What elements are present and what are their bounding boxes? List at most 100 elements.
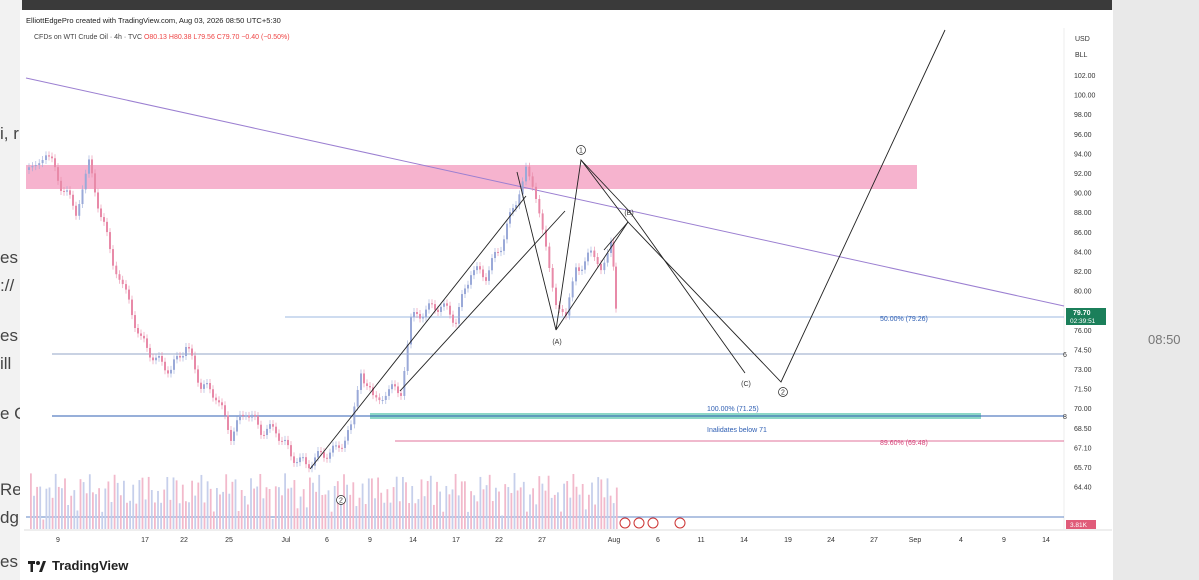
candle-body xyxy=(470,275,472,285)
candle-body xyxy=(446,303,448,306)
volume-bar xyxy=(467,511,469,529)
candle-body xyxy=(149,347,151,358)
candle-body xyxy=(512,207,514,213)
volume-bar xyxy=(336,481,339,529)
volume-bar xyxy=(135,503,138,529)
volume-bar xyxy=(318,474,321,529)
candle-body xyxy=(215,397,217,401)
bg-fragment: dg xyxy=(0,508,19,527)
candle-body xyxy=(491,258,493,271)
volume-bar xyxy=(278,487,280,529)
volume-bar xyxy=(436,481,438,529)
candle-body xyxy=(452,314,454,323)
volume-bar xyxy=(606,478,609,529)
volume-bar xyxy=(395,476,398,529)
volume-bar xyxy=(588,494,590,529)
candle-body xyxy=(394,384,396,387)
candle-body xyxy=(479,266,481,270)
volume-bar xyxy=(157,490,159,529)
time-tick-label: 25 xyxy=(225,537,233,544)
candle-body xyxy=(615,266,617,309)
candle-body xyxy=(48,155,50,157)
price-tick-label: 73.00 xyxy=(1074,367,1092,374)
candle-body xyxy=(578,267,580,271)
volume-bar xyxy=(150,490,153,529)
volume-bar xyxy=(42,519,45,529)
volume-bar xyxy=(504,484,507,529)
volume-bar xyxy=(324,494,327,529)
candle-body xyxy=(200,382,202,389)
volume-bar xyxy=(113,474,116,529)
bg-fragment: e C xyxy=(0,404,27,423)
volume-bar xyxy=(212,511,215,529)
volume-bar xyxy=(61,488,63,529)
volume-bar xyxy=(386,489,389,529)
candle-body xyxy=(260,424,262,435)
price-tick-label: 64.40 xyxy=(1074,485,1092,492)
candle-body xyxy=(152,357,154,361)
volume-bar xyxy=(429,475,432,529)
candle-body xyxy=(31,166,34,168)
volume-bar xyxy=(88,474,91,529)
candle-body xyxy=(400,393,402,396)
ohlc-close: C79.70 xyxy=(216,34,240,41)
candle-body xyxy=(378,397,381,401)
candle-body xyxy=(281,440,283,442)
candle-body xyxy=(134,315,136,328)
candle-body xyxy=(314,457,316,466)
volume-bar xyxy=(234,479,237,529)
candle-body xyxy=(185,347,187,356)
volume-bar xyxy=(532,488,534,529)
price-tick-label: 67.10 xyxy=(1074,445,1092,452)
currency-label: USD xyxy=(1075,36,1090,43)
price-tick-label: 100.00 xyxy=(1074,93,1096,100)
time-tick-label: 27 xyxy=(870,537,878,544)
time-tick-label: 17 xyxy=(452,537,460,544)
candle-body xyxy=(146,338,148,348)
volume-bar xyxy=(178,503,181,529)
volume-bar xyxy=(392,487,395,529)
volume-bar xyxy=(259,473,262,529)
volume-bar xyxy=(485,485,488,529)
fib-89-label: 89.60% (69.48) xyxy=(880,440,928,447)
candle-body xyxy=(406,344,409,371)
bar-countdown: 02:39:51 xyxy=(1070,318,1096,325)
wave-c-label: (C) xyxy=(741,381,751,388)
volume-bar xyxy=(141,477,144,529)
candle-body xyxy=(568,297,571,316)
candle-body xyxy=(173,359,175,370)
volume-bar xyxy=(129,500,131,529)
candlestick-series xyxy=(28,151,617,473)
volume-badge xyxy=(1066,520,1096,529)
volume-bar xyxy=(612,503,615,529)
flag-icon[interactable] xyxy=(619,517,631,529)
flag-icon[interactable] xyxy=(674,517,686,529)
volume-bar xyxy=(535,504,538,529)
flag-icon[interactable] xyxy=(633,517,645,529)
price-tick-label: 88.00 xyxy=(1074,210,1092,217)
candle-body xyxy=(272,424,274,427)
price-tick-label: 80.00 xyxy=(1074,289,1092,296)
volume-bar xyxy=(482,489,485,529)
candle-body xyxy=(525,166,527,182)
candle-body xyxy=(416,312,418,314)
candle-body xyxy=(434,304,436,310)
candle-body xyxy=(75,205,77,216)
candle-body xyxy=(575,267,577,282)
volume-bar xyxy=(454,473,457,529)
candle-body xyxy=(366,383,368,386)
candle-body xyxy=(506,223,508,240)
candle-body xyxy=(191,348,193,356)
flag-icon[interactable] xyxy=(647,517,659,529)
economic-event-flags xyxy=(619,517,686,529)
volume-bar xyxy=(526,511,528,529)
candle-body xyxy=(143,335,145,339)
price-tick-label: 70.00 xyxy=(1074,406,1092,413)
bg-fragment: es xyxy=(0,326,18,345)
volume-bar xyxy=(253,488,255,529)
volume-bar xyxy=(231,481,234,529)
candle-body xyxy=(612,241,615,267)
volume-bar xyxy=(181,484,184,529)
candle-body xyxy=(218,400,220,403)
candle-body xyxy=(555,287,557,306)
